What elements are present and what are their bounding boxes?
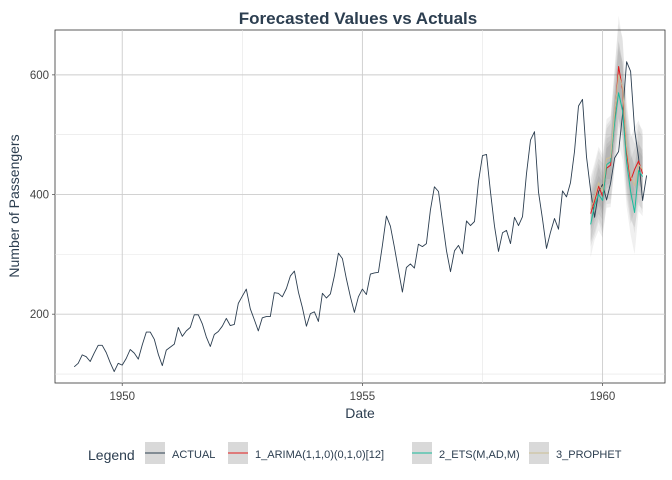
confidence-band-2: [590, 66, 643, 242]
legend-title: Legend: [88, 447, 135, 463]
legend-item-prophet: 3_PROPHET: [529, 442, 622, 464]
y-tick-label: 400: [30, 190, 49, 202]
y-tick-label: 200: [30, 309, 49, 321]
plot-area: [54, 15, 666, 384]
legend-label-actual: ACTUAL: [172, 449, 215, 461]
y-axis-title: Number of Passengers: [6, 134, 22, 277]
x-tick-label: 1960: [590, 391, 616, 403]
legend-label-arima: 1_ARIMA(1,1,0)(0,1,0)[12]: [255, 449, 384, 461]
x-tick-label: 1955: [350, 391, 376, 403]
legend-item-actual: ACTUAL: [145, 442, 215, 464]
chart-title: Forecasted Values vs Actuals: [239, 9, 477, 28]
panel-border: [54, 29, 666, 384]
grid-minor: [55, 30, 665, 383]
grid-major: [55, 30, 665, 383]
series-line-ets: [590, 92, 644, 225]
x-axis-ticks: 1950 1955 1960: [109, 383, 615, 403]
legend-item-arima: 1_ARIMA(1,1,0)(0,1,0)[12]: [228, 442, 384, 464]
series-line-prophet: [590, 74, 643, 210]
legend-item-ets: 2_ETS(M,AD,M): [412, 442, 520, 464]
legend-label-prophet: 3_PROPHET: [556, 449, 622, 461]
x-axis-title: Date: [345, 405, 375, 421]
x-tick-label: 1950: [109, 391, 135, 403]
legend-label-ets: 2_ETS(M,AD,M): [439, 449, 520, 461]
series-line-actual: [73, 61, 648, 373]
y-axis-ticks: 200 400 600: [30, 70, 55, 321]
legend: Legend ACTUAL 1_ARIMA(1,1,0)(0,1,0)[12] …: [88, 442, 622, 464]
y-tick-label: 600: [30, 70, 49, 82]
confidence-band-2: [590, 42, 643, 258]
series-lines: [73, 61, 648, 373]
